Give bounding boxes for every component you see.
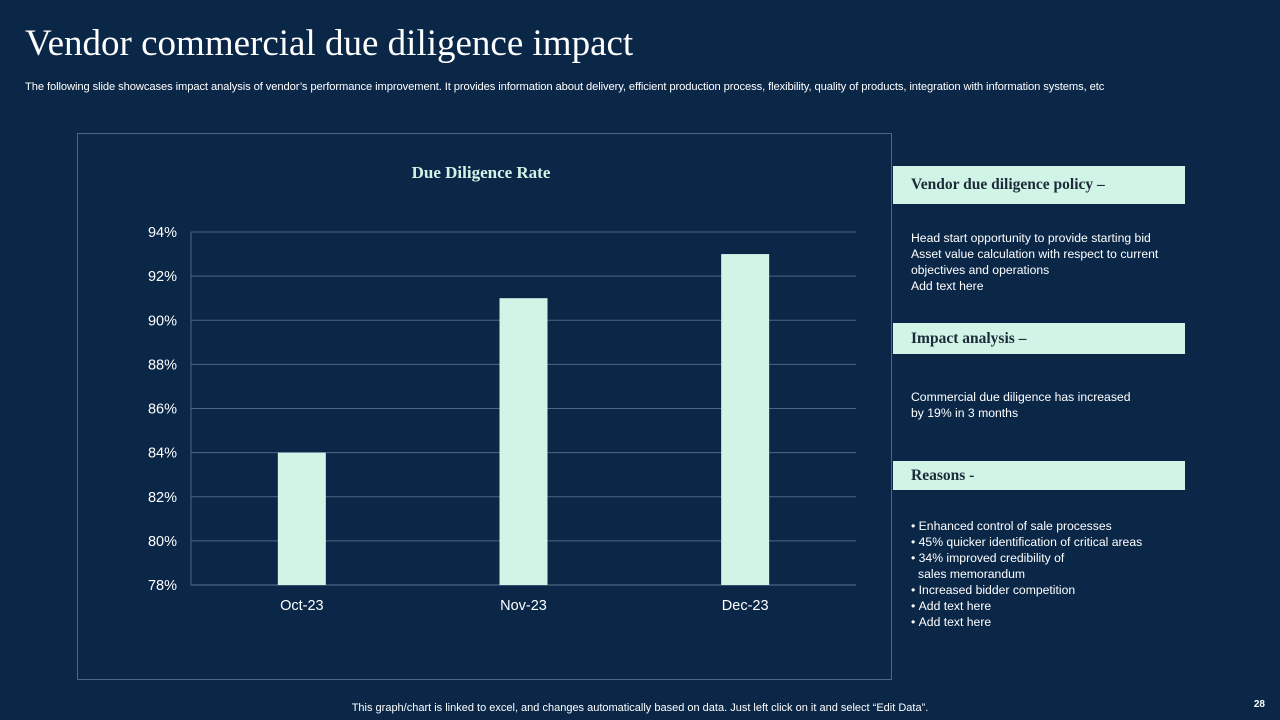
x-tick-label: Nov-23 [500, 598, 547, 614]
reason-text: Increased bidder competition [918, 583, 1076, 597]
list-item: • Add text here [911, 615, 992, 629]
page-number: 28 [1253, 699, 1265, 710]
reason-text: 34% improved credibility of [918, 551, 1065, 565]
y-tick-label: 94% [148, 225, 177, 241]
x-tick-label: Oct-23 [280, 598, 324, 614]
y-tick-label: 84% [148, 446, 177, 462]
chart-container[interactable]: Due Diligence Rate 78% 80% 82% 84% 86% 88% 90%… [77, 133, 892, 680]
y-tick-label: 78% [148, 578, 177, 594]
bar-oct-23[interactable] [277, 452, 326, 585]
list-item-continuation: sales memorandum [918, 567, 1026, 581]
list-item: • 34% improved credibility of [911, 551, 1065, 565]
y-tick-label: 90% [148, 313, 177, 329]
y-tick-label: 92% [148, 269, 177, 285]
reason-text: Add text here [918, 599, 992, 613]
list-item: • Increased bidder competition [911, 583, 1076, 597]
reason-text: Add text here [918, 615, 992, 629]
policy-line: Head start opportunity to provide starti… [911, 231, 1151, 245]
policy-line: objectives and operations [911, 263, 1050, 277]
y-tick-label: 88% [148, 357, 177, 373]
impact-header: Impact analysis – [893, 323, 1185, 354]
slide-title: Vendor commercial due diligence impact [25, 23, 634, 64]
impact-line: by 19% in 3 months [911, 406, 1019, 420]
slide-subtitle: The following slide showcases impact ana… [25, 81, 1105, 93]
chart-title: Due Diligence Rate [412, 163, 551, 182]
list-item: • Add text here [911, 599, 992, 613]
y-tick-label: 82% [148, 490, 177, 506]
policy-line: Add text here [911, 279, 984, 293]
policy-text: Head start opportunity to provide starti… [911, 230, 1191, 294]
x-tick-label: Dec-23 [722, 598, 769, 614]
y-tick-label: 86% [148, 402, 177, 418]
reasons-list: • Enhanced control of sale processes • 4… [911, 518, 1142, 630]
bar-nov-23[interactable] [499, 298, 548, 585]
list-item: • 45% quicker identification of critical… [911, 535, 1143, 549]
policy-header: Vendor due diligence policy – [893, 166, 1185, 204]
y-tick-label: 80% [148, 534, 177, 550]
policy-line: Asset value calculation with respect to … [911, 247, 1159, 261]
reason-text: 45% quicker identification of critical a… [918, 535, 1143, 549]
impact-line: Commercial due diligence has increased [911, 390, 1131, 404]
reason-text: Enhanced control of sale processes [918, 519, 1112, 533]
footer-note: This graph/chart is linked to excel, and… [351, 702, 929, 714]
impact-text: Commercial due diligence has increased b… [911, 389, 1191, 421]
list-item: • Enhanced control of sale processes [911, 519, 1112, 533]
reasons-header: Reasons - [893, 461, 1185, 490]
bar-chart[interactable]: Due Diligence Rate 78% 80% 82% 84% 86% 88% 90%… [78, 134, 893, 681]
bar-dec-23[interactable] [721, 254, 770, 585]
